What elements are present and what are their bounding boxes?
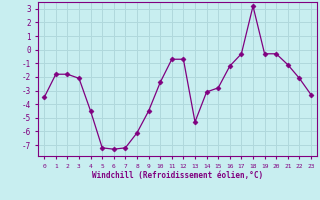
X-axis label: Windchill (Refroidissement éolien,°C): Windchill (Refroidissement éolien,°C)	[92, 171, 263, 180]
